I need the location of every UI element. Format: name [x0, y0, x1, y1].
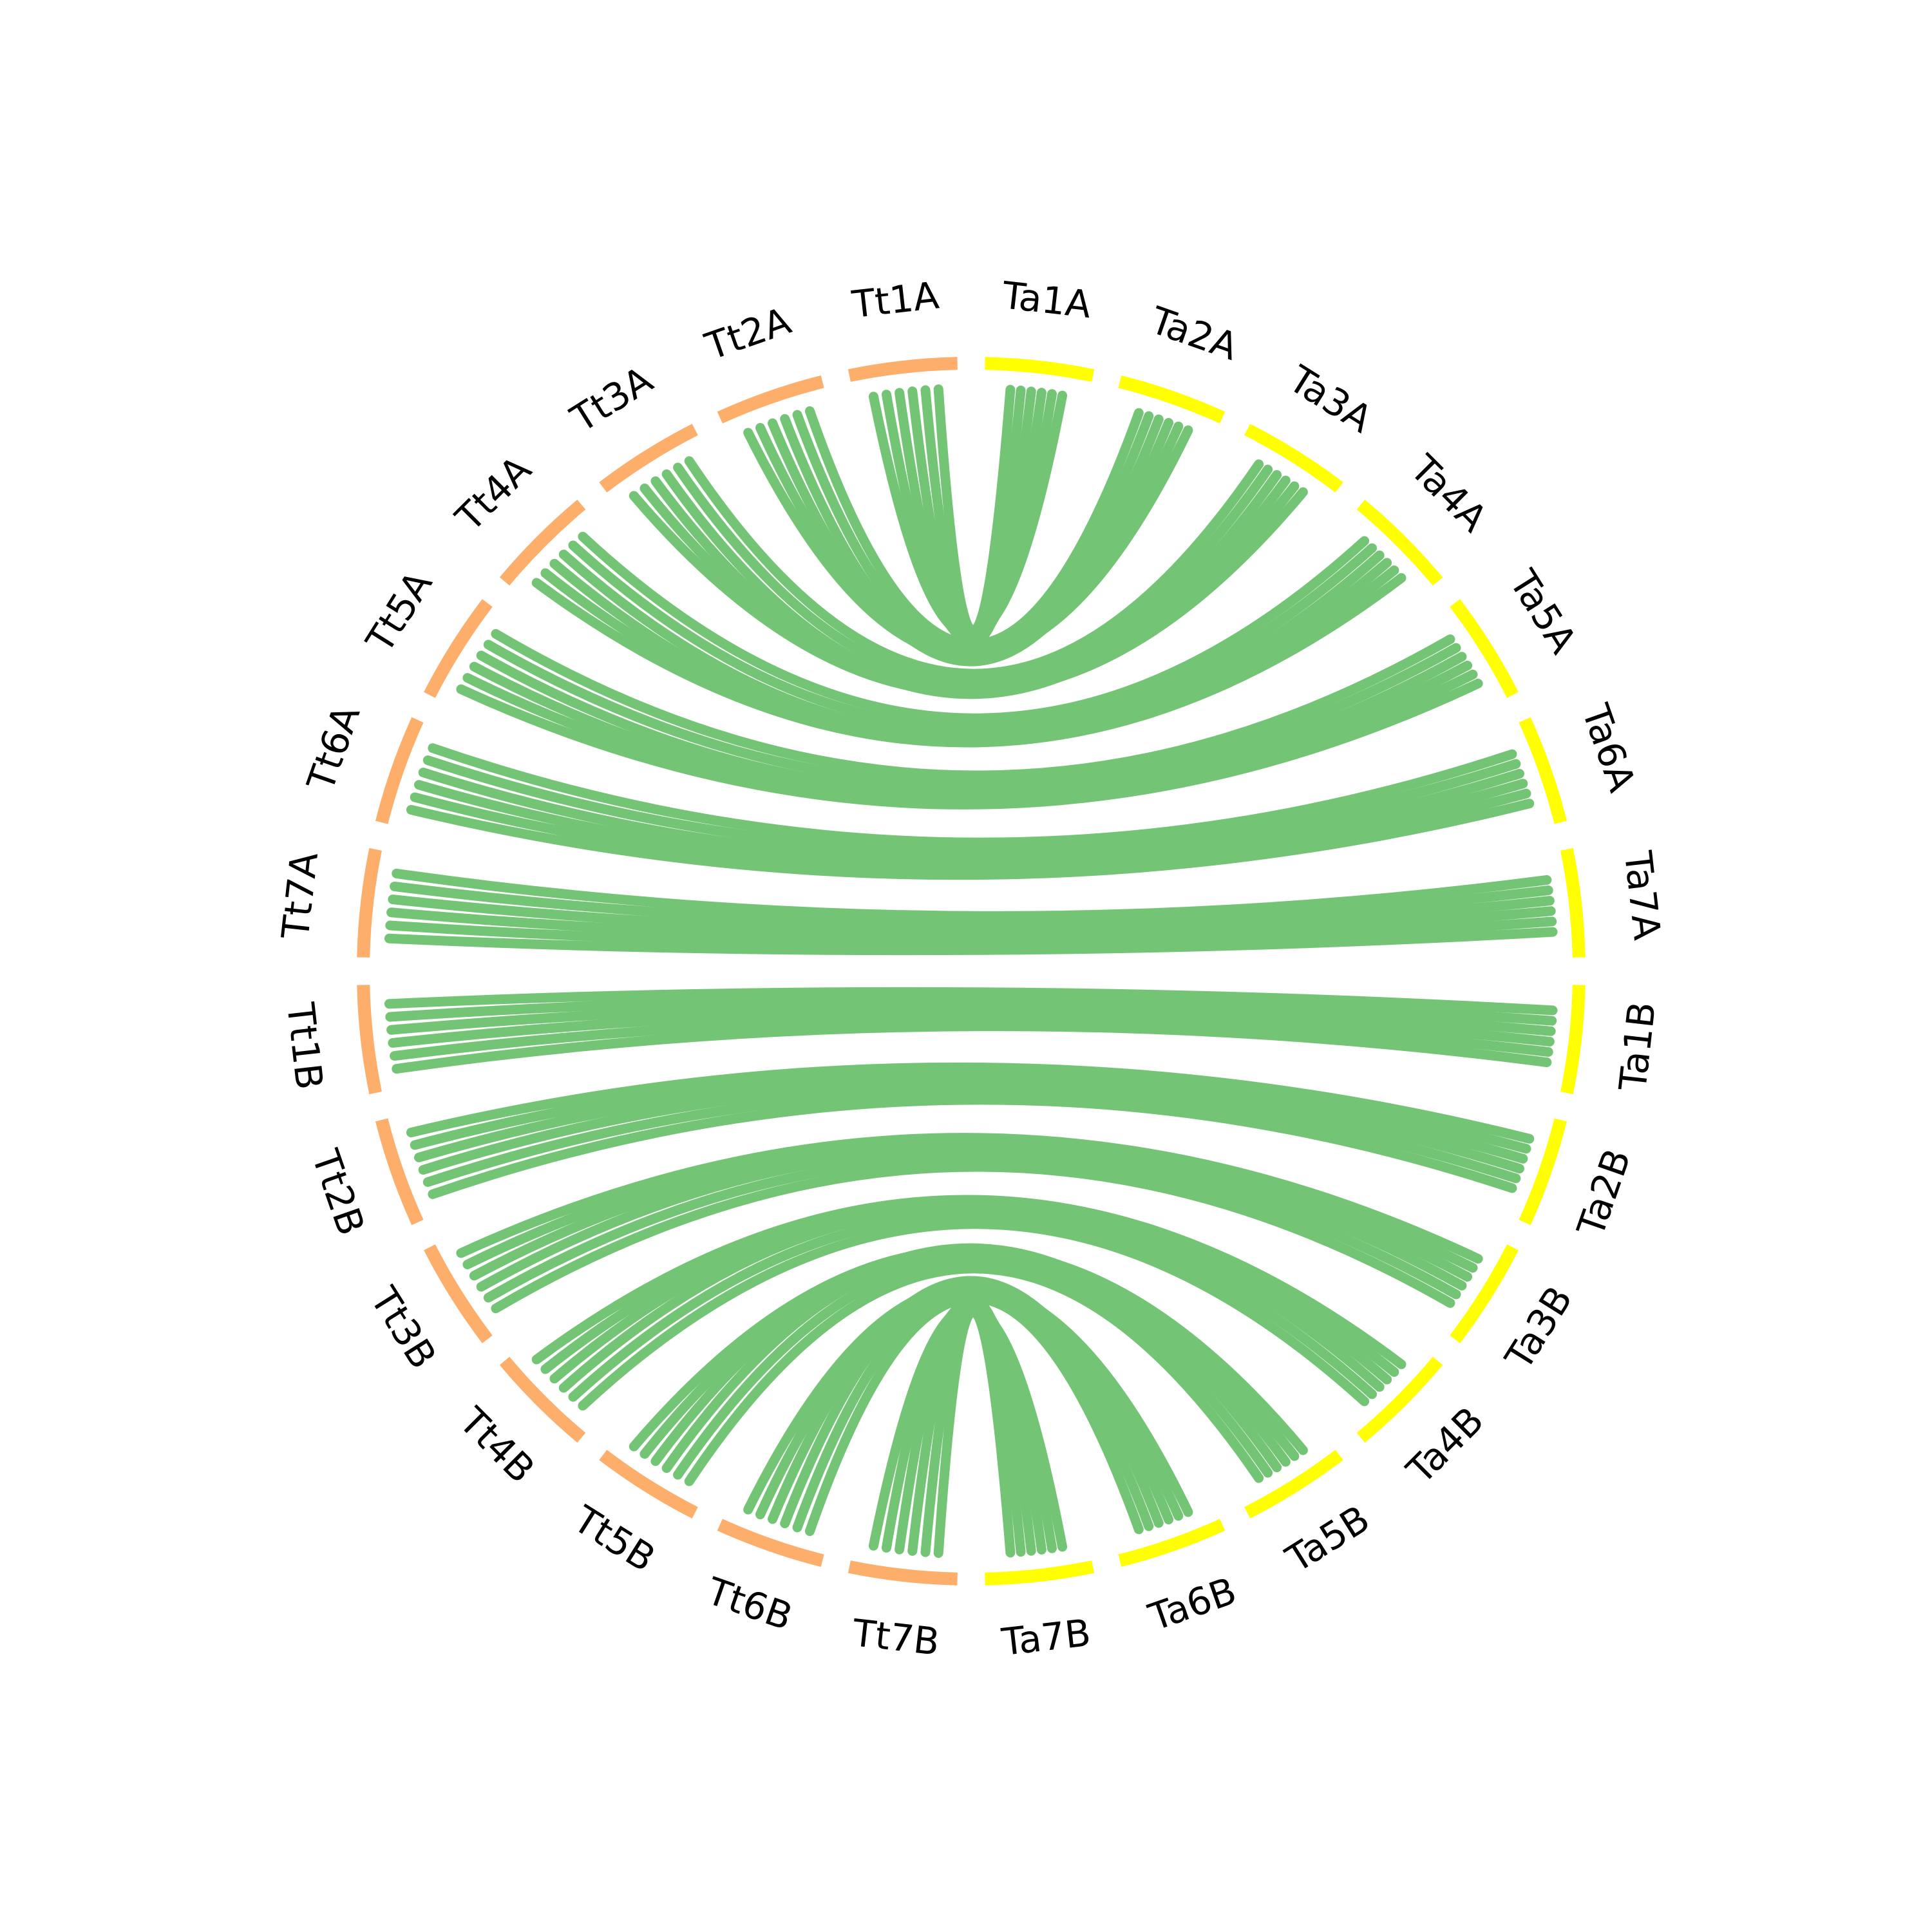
link [469, 660, 1473, 804]
link [578, 531, 1370, 723]
chromosome-arc [499, 499, 586, 586]
link [629, 1245, 1308, 1455]
chromosome-arc [717, 375, 824, 424]
link [476, 650, 1467, 798]
link [413, 779, 1528, 871]
link [384, 987, 1558, 1016]
link [933, 384, 1016, 636]
chromosome-arc [1244, 1450, 1343, 1519]
link [483, 1153, 1461, 1303]
chromosome-arc [357, 848, 382, 958]
chromosome-arc [599, 1450, 698, 1519]
chromosome-arc [1519, 1118, 1567, 1226]
link [386, 999, 1556, 1036]
chromosome-arc [357, 985, 382, 1095]
chromosome-arc [424, 1244, 493, 1343]
link [673, 1255, 1273, 1480]
chromosome-arc [1356, 499, 1443, 586]
link [895, 1293, 1046, 1555]
links [384, 384, 1558, 1558]
chromosome-arc [848, 357, 958, 382]
chromosome-arc [985, 357, 1095, 382]
arcs [357, 357, 1586, 1586]
chromosome-arc [1356, 1356, 1443, 1443]
link [422, 755, 1521, 856]
link [406, 1062, 1535, 1144]
link [568, 540, 1377, 732]
link [392, 1021, 1552, 1074]
chromosome-arc [1450, 599, 1519, 698]
link [568, 1210, 1377, 1402]
chromosome-label: Ta7A [1616, 848, 1669, 942]
chromosome-label: Tt1A [849, 273, 942, 327]
chromosome-arc [1560, 848, 1586, 958]
link [868, 1303, 1068, 1552]
chromosome-arc [499, 1356, 586, 1443]
link [428, 1095, 1517, 1199]
chromosome-arc [985, 1560, 1095, 1586]
chromosome-arc [1118, 375, 1226, 424]
chromosome-arc [375, 1118, 424, 1226]
chromosome-arc [424, 599, 493, 698]
link [673, 462, 1273, 687]
link [491, 1162, 1455, 1314]
chromosome-arc [848, 1560, 958, 1586]
link [388, 1006, 1555, 1048]
link [578, 1219, 1370, 1411]
link [661, 469, 1282, 696]
link [491, 629, 1455, 781]
chromosome-arc [599, 424, 698, 493]
chromosome-arc [1244, 424, 1343, 493]
link [476, 1144, 1467, 1292]
link [418, 768, 1524, 864]
link [388, 895, 1555, 936]
link [792, 410, 1154, 657]
link [456, 1133, 1483, 1264]
link [386, 906, 1556, 943]
link [684, 456, 1264, 679]
link [920, 385, 1026, 642]
chromosome-arc [1560, 985, 1586, 1095]
link [418, 1078, 1524, 1175]
link [780, 413, 1164, 665]
chromosome-label: Ta1B [1611, 999, 1664, 1094]
link [483, 639, 1461, 790]
link [531, 1195, 1406, 1370]
chromosome-arc [1519, 717, 1567, 824]
chromosome-arc [1450, 1244, 1519, 1343]
link [385, 994, 1557, 1026]
chromosome-label: Ta1A [999, 273, 1094, 327]
link [384, 927, 1558, 956]
link [390, 881, 1553, 929]
chromosome-arc [717, 1519, 824, 1567]
link [385, 916, 1557, 949]
chromosome-label: Tt7B [850, 1611, 942, 1664]
chromosome-label: Tt7A [273, 849, 327, 942]
chromosome-arc [1118, 1519, 1226, 1567]
link [804, 406, 1144, 649]
link [743, 1282, 1193, 1517]
link [428, 743, 1517, 848]
link [422, 1086, 1521, 1187]
link [410, 1067, 1531, 1154]
link [392, 868, 1552, 921]
link [390, 1014, 1553, 1061]
chromosome-label: Tt1B [278, 1000, 332, 1092]
link [558, 549, 1385, 741]
link [684, 1264, 1264, 1486]
chromosome-arc [375, 717, 424, 824]
chromosome-label: Ta7B [999, 1611, 1093, 1664]
